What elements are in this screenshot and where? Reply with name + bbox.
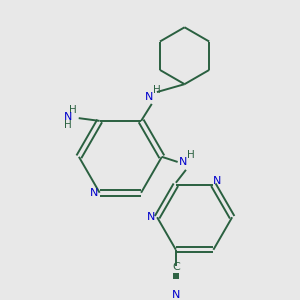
Text: H: H (69, 105, 77, 115)
Text: H: H (64, 120, 72, 130)
Text: N: N (64, 112, 72, 122)
Text: N: N (147, 212, 155, 222)
Text: H: H (187, 150, 195, 160)
Text: C: C (172, 262, 180, 272)
Text: N: N (213, 176, 221, 186)
Text: N: N (145, 92, 153, 102)
Text: N: N (172, 290, 180, 300)
Text: N: N (178, 157, 187, 167)
Text: H: H (153, 85, 161, 95)
Text: N: N (89, 188, 98, 198)
